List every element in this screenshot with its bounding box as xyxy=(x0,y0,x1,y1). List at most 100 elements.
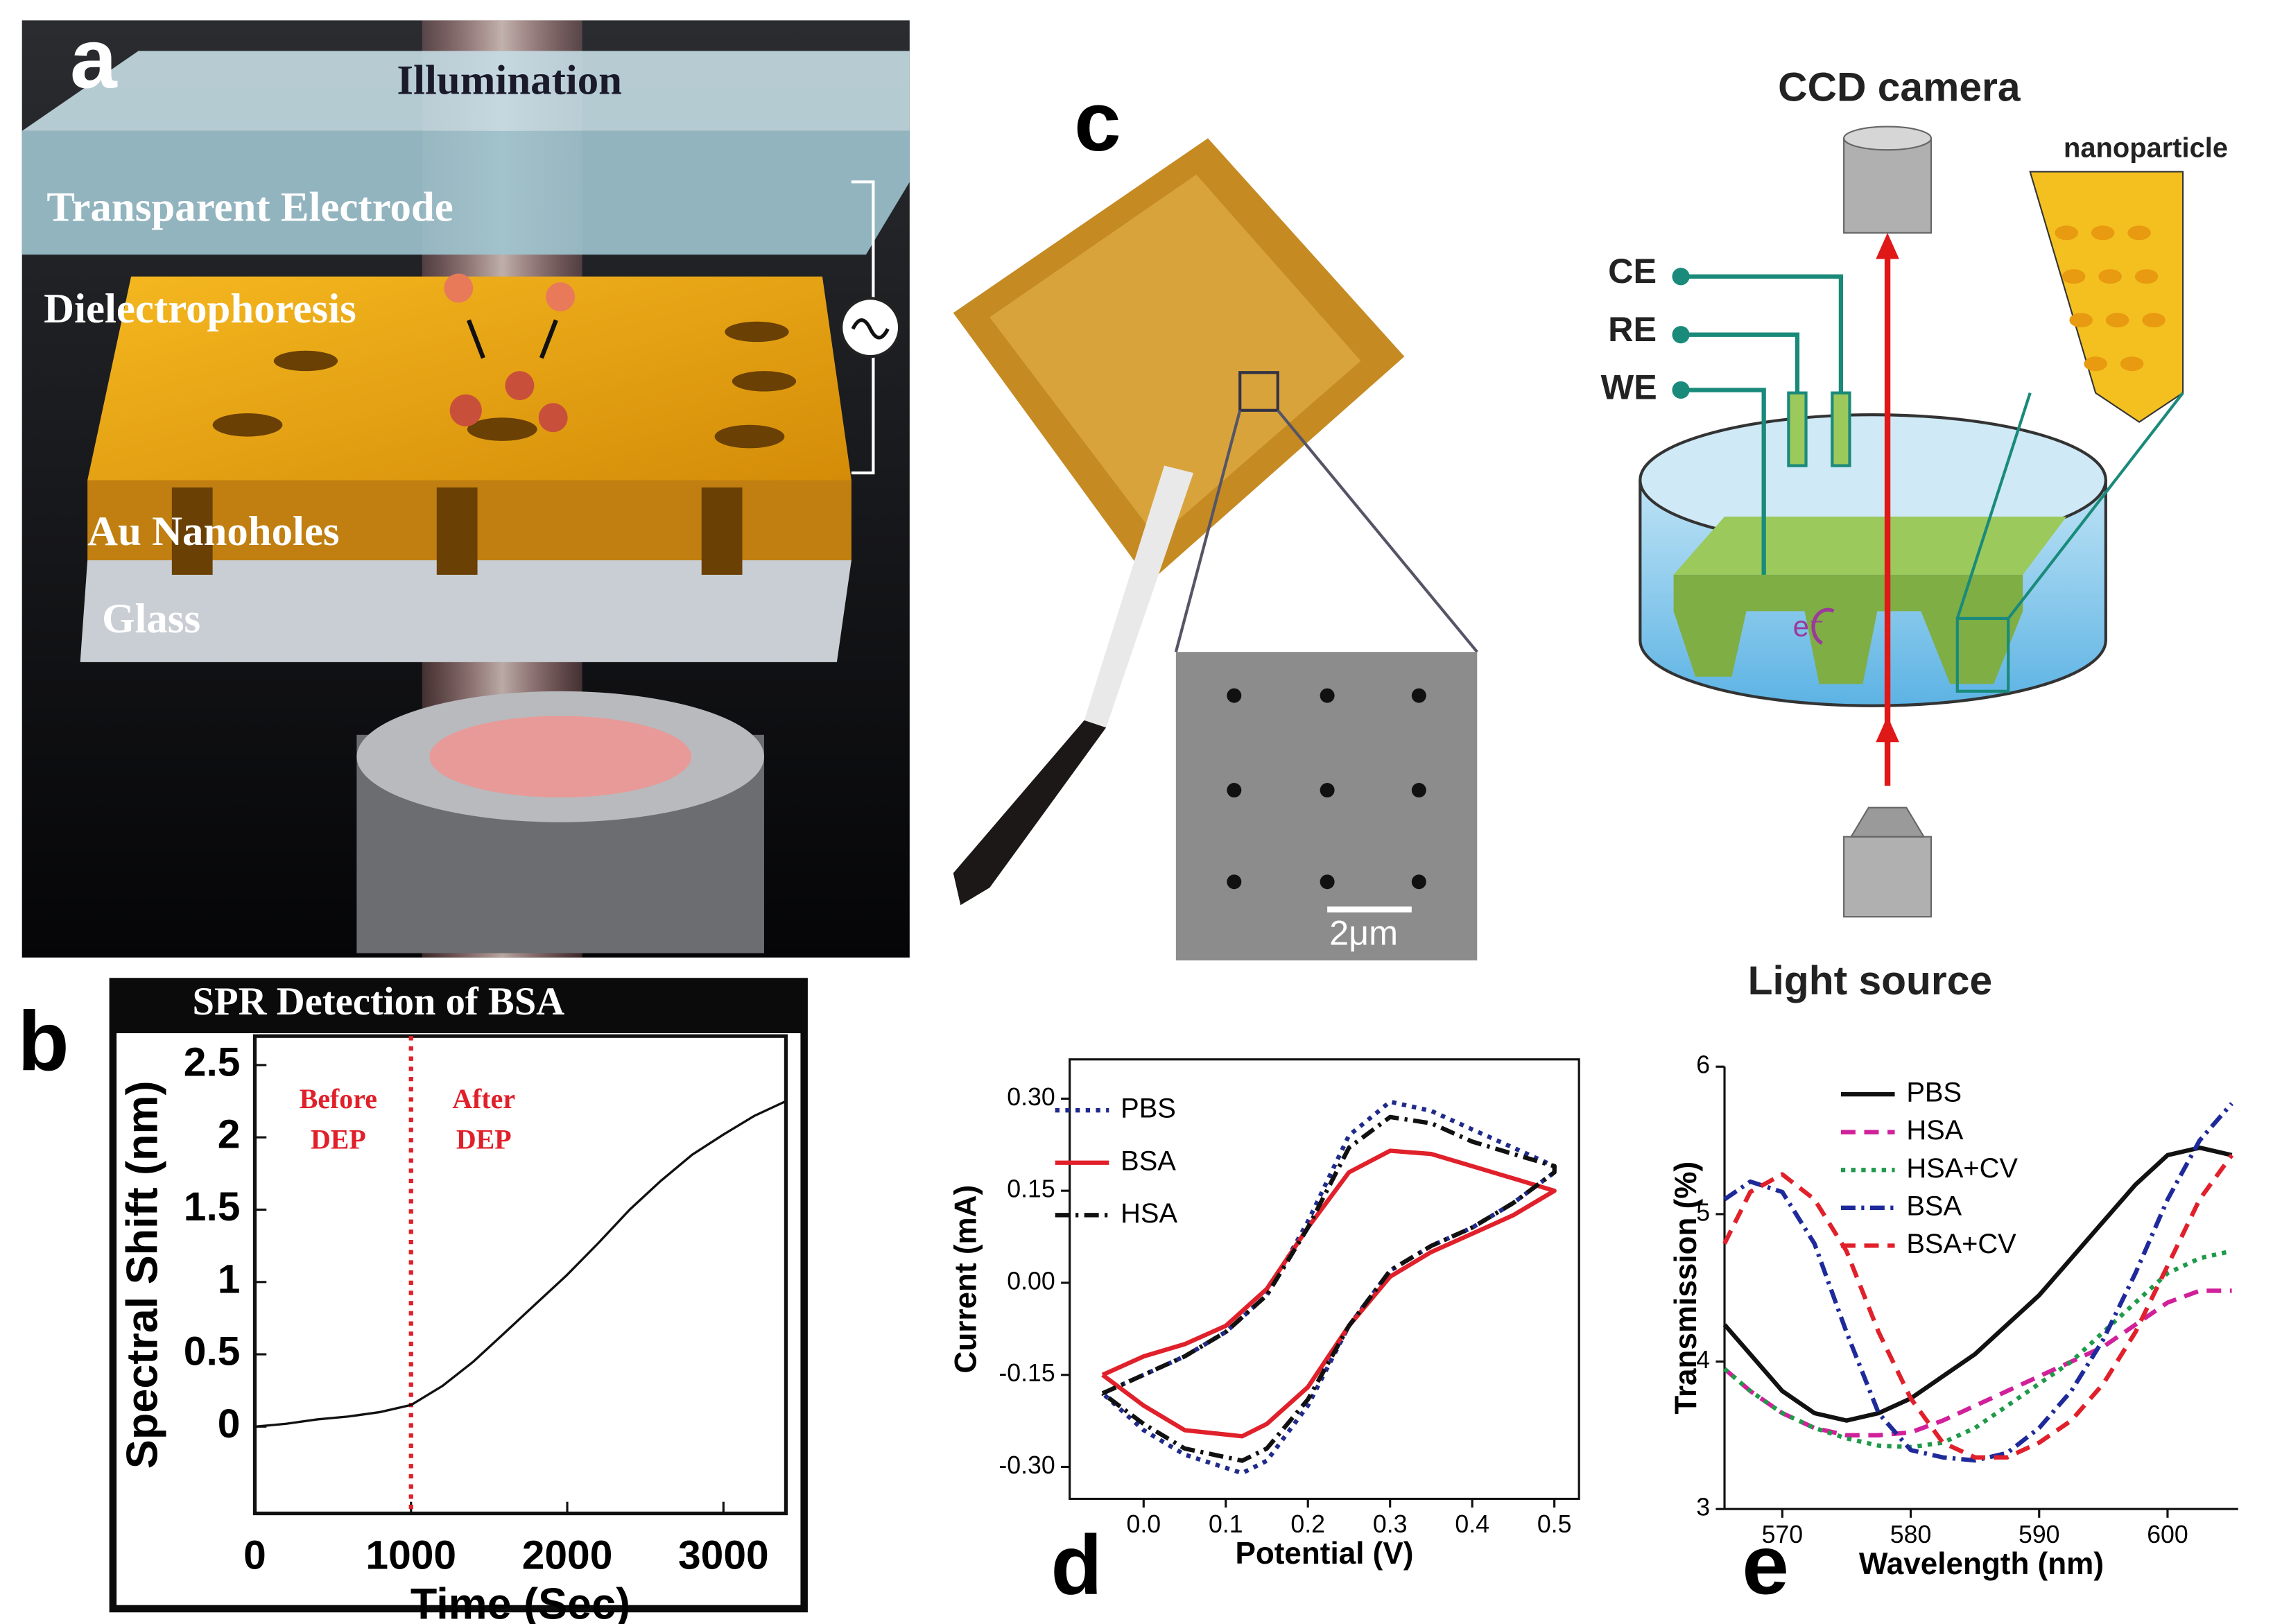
hole-wall xyxy=(171,487,213,575)
x-tick-label: 0.5 xyxy=(1537,1510,1572,1538)
label: Glass xyxy=(102,596,200,642)
scale-label: 2μm xyxy=(1329,913,1398,953)
x-tick-label: 580 xyxy=(1890,1521,1932,1548)
camera-top xyxy=(1843,126,1933,151)
sem-holes xyxy=(1227,688,1426,890)
terminal xyxy=(1672,268,1690,286)
label: Dielectrophoresis xyxy=(44,286,356,332)
hole xyxy=(467,417,537,441)
hole xyxy=(273,350,338,372)
label: CE xyxy=(1608,251,1657,291)
tweezer xyxy=(953,720,1107,906)
y-tick-label: 2 xyxy=(218,1112,241,1157)
y-tick-label: 1 xyxy=(218,1256,241,1302)
panel-a: Illumination Transparent Electrode Diele… xyxy=(21,12,910,958)
zoom-line xyxy=(1955,392,2032,619)
zoom-box xyxy=(1955,616,2010,693)
data-line xyxy=(254,1100,787,1428)
zoom-box xyxy=(1238,371,1279,412)
hole xyxy=(714,424,785,449)
y-tick-label: 1.5 xyxy=(184,1184,241,1229)
y-tick-label: 6 xyxy=(1696,1051,1710,1079)
y-tick-label: -0.30 xyxy=(999,1451,1055,1479)
panel-label: b xyxy=(17,994,69,1088)
annotation: DEP xyxy=(456,1124,512,1155)
particle xyxy=(449,394,482,426)
label: Light source xyxy=(1748,958,1993,1003)
chart-panel xyxy=(116,1033,801,1605)
panel-c-schematic: CCD camera nanoparticle CE RE WE e⁻ Ligh… xyxy=(1601,65,2228,1004)
y-tick-label: 5 xyxy=(1696,1198,1710,1226)
y-axis-label: Spectral Shift (nm) xyxy=(119,1081,167,1469)
x-tick-label: 0.2 xyxy=(1290,1510,1325,1538)
x-tick-label: 0.0 xyxy=(1127,1510,1161,1538)
label: Illumination xyxy=(397,58,622,104)
electron-arrow xyxy=(1811,607,1835,645)
plot-frame xyxy=(252,1034,788,1516)
x-tick-label: 3000 xyxy=(678,1533,769,1578)
x-tick-label: 570 xyxy=(1762,1521,1804,1548)
terminal xyxy=(1672,326,1690,344)
y-tick-label: 4 xyxy=(1696,1346,1710,1374)
data-line xyxy=(1101,1114,1557,1463)
particle xyxy=(444,273,474,303)
data-line xyxy=(1101,1148,1557,1439)
label: Au Nanoholes xyxy=(87,508,339,555)
hole-wall xyxy=(701,487,743,575)
legend-label: PBS xyxy=(1906,1078,1962,1108)
nanoparticles xyxy=(2055,225,2166,372)
x-tick-label: 1000 xyxy=(365,1533,456,1578)
arrow xyxy=(467,319,485,359)
particle xyxy=(505,371,535,401)
x-tick-label: 0.1 xyxy=(1209,1510,1243,1538)
panel-label: c xyxy=(1074,74,1121,169)
electrode-top xyxy=(21,51,910,131)
electrode xyxy=(1831,391,1851,467)
zoom-line xyxy=(1277,409,1478,653)
legend-label: PBS xyxy=(1121,1094,1176,1124)
particle xyxy=(546,282,576,312)
terminal xyxy=(1672,381,1690,399)
x-tick-label: 0.4 xyxy=(1455,1510,1489,1538)
legend-label: BSA xyxy=(1906,1191,1962,1221)
x-axis-label: Wavelength (nm) xyxy=(1859,1547,2104,1581)
annotation: DEP xyxy=(311,1124,366,1155)
label: Transparent Electrode xyxy=(46,184,453,230)
y-tick-label: 0.5 xyxy=(184,1329,241,1374)
ac-symbol xyxy=(851,318,890,340)
electrode-wires xyxy=(1688,274,1844,575)
zoom-line xyxy=(1174,410,1242,653)
chart-title: SPR Detection of BSA xyxy=(193,981,565,1023)
particle xyxy=(538,403,568,433)
data-line xyxy=(1722,1145,2233,1423)
y-tick-label: 2.5 xyxy=(184,1039,241,1085)
y-tick-label: -0.15 xyxy=(999,1359,1055,1387)
chip-film xyxy=(989,174,1361,539)
glass xyxy=(80,560,852,662)
camera xyxy=(1843,137,1933,234)
light-source xyxy=(1843,836,1933,918)
arrow-head xyxy=(1876,232,1899,259)
hole xyxy=(212,413,283,437)
plot-frame xyxy=(1069,1058,1580,1501)
y-tick-label: 0.30 xyxy=(1007,1083,1055,1111)
tweezer-tip xyxy=(1084,465,1194,728)
electrode xyxy=(1787,391,1808,467)
x-axis-label: Potential (V) xyxy=(1235,1537,1413,1571)
objective-lens xyxy=(429,716,692,798)
label: e⁻ xyxy=(1793,610,1825,643)
data-line xyxy=(1722,1288,2232,1437)
y-tick-label: 0 xyxy=(218,1401,241,1446)
data-line xyxy=(1722,1153,2234,1460)
nanostructure-side xyxy=(1673,574,2023,684)
data-line xyxy=(1723,1102,2233,1463)
legend-label: HSA xyxy=(1906,1115,1963,1146)
hole xyxy=(732,371,797,392)
y-tick-label: 0.00 xyxy=(1007,1267,1055,1295)
sem-image xyxy=(1175,652,1478,961)
label: RE xyxy=(1608,309,1657,349)
x-tick-label: 2000 xyxy=(522,1533,613,1578)
y-tick-label: 3 xyxy=(1696,1494,1710,1521)
legend-label: HSA xyxy=(1121,1198,1177,1229)
